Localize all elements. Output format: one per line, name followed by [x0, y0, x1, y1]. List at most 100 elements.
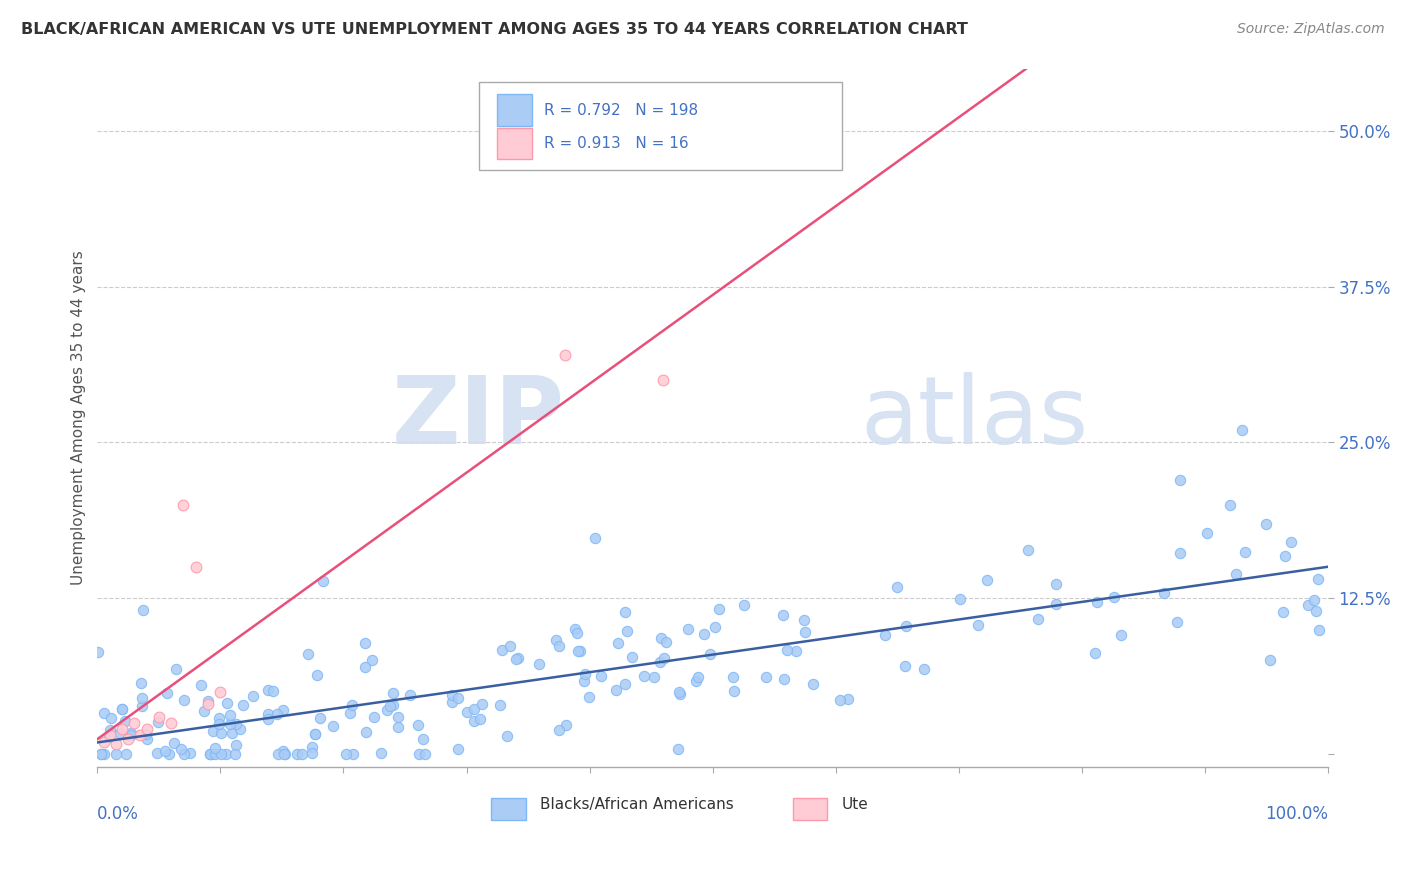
Text: Source: ZipAtlas.com: Source: ZipAtlas.com	[1237, 22, 1385, 37]
Point	[131, 699, 153, 714]
Point	[115, 747, 138, 761]
Point	[111, 702, 134, 716]
Point	[468, 712, 491, 726]
Text: R = 0.792   N = 198: R = 0.792 N = 198	[544, 103, 699, 118]
Point	[668, 685, 690, 699]
Y-axis label: Unemployment Among Ages 35 to 44 years: Unemployment Among Ages 35 to 44 years	[72, 250, 86, 585]
Point	[1168, 473, 1191, 487]
Point	[707, 602, 730, 616]
Point	[198, 747, 221, 761]
Point	[733, 598, 755, 612]
Point	[620, 649, 643, 664]
Point	[190, 677, 212, 691]
Point	[567, 625, 589, 640]
Point	[381, 686, 404, 700]
Point	[1225, 566, 1247, 581]
Point	[1153, 586, 1175, 600]
Point	[471, 697, 494, 711]
Point	[204, 747, 226, 761]
Point	[1274, 549, 1296, 563]
Point	[578, 690, 600, 704]
Point	[204, 740, 226, 755]
Point	[1258, 653, 1281, 667]
Point	[1109, 628, 1132, 642]
Point	[135, 731, 157, 746]
Text: R = 0.913   N = 16: R = 0.913 N = 16	[544, 136, 689, 152]
Point	[643, 670, 665, 684]
Point	[463, 702, 485, 716]
Point	[225, 717, 247, 731]
Point	[342, 747, 364, 761]
Point	[875, 628, 897, 642]
FancyBboxPatch shape	[479, 82, 842, 169]
Point	[704, 620, 727, 634]
Point	[408, 717, 430, 731]
Point	[1168, 546, 1191, 560]
Point	[886, 580, 908, 594]
Point	[242, 690, 264, 704]
Point	[129, 728, 152, 742]
Point	[301, 740, 323, 755]
Point	[90, 747, 112, 761]
Point	[572, 673, 595, 688]
Point	[776, 643, 799, 657]
Text: atlas: atlas	[860, 372, 1088, 464]
Point	[120, 728, 142, 742]
Point	[257, 712, 280, 726]
Point	[614, 677, 637, 691]
Point	[1084, 646, 1107, 660]
Point	[387, 720, 409, 734]
Point	[170, 742, 193, 756]
Point	[108, 726, 131, 740]
Point	[370, 746, 392, 760]
Point	[304, 726, 326, 740]
Point	[1308, 572, 1330, 586]
Point	[949, 591, 972, 606]
Point	[440, 695, 463, 709]
Point	[197, 698, 219, 712]
Point	[567, 644, 589, 658]
Point	[830, 692, 852, 706]
Point	[652, 650, 675, 665]
Point	[122, 715, 145, 730]
Bar	[498, 128, 531, 160]
Point	[146, 715, 169, 730]
Point	[413, 747, 436, 761]
Point	[489, 698, 512, 712]
Text: Blacks/African Americans: Blacks/African Americans	[540, 797, 734, 813]
Point	[339, 706, 361, 720]
Point	[165, 662, 187, 676]
Text: 0.0%: 0.0%	[97, 805, 139, 823]
Point	[699, 648, 721, 662]
Point	[219, 717, 242, 731]
Point	[218, 708, 240, 723]
Point	[98, 730, 121, 744]
Point	[361, 653, 384, 667]
Point	[1195, 526, 1218, 541]
Point	[837, 691, 859, 706]
Point	[111, 702, 134, 716]
Point	[547, 723, 569, 737]
Point	[202, 724, 225, 739]
Point	[114, 714, 136, 728]
Point	[87, 645, 110, 659]
Point	[408, 747, 430, 761]
Point	[387, 709, 409, 723]
Point	[1017, 543, 1039, 558]
Point	[354, 636, 377, 650]
Point	[93, 734, 115, 748]
Point	[912, 662, 935, 676]
Point	[267, 747, 290, 761]
Point	[613, 605, 636, 619]
Point	[495, 729, 517, 743]
Point	[215, 747, 238, 761]
Point	[363, 710, 385, 724]
Point	[291, 747, 314, 761]
Point	[173, 498, 195, 512]
Point	[193, 704, 215, 718]
Point	[93, 747, 115, 761]
Point	[232, 698, 254, 712]
Point	[98, 723, 121, 737]
Point	[605, 683, 627, 698]
Point	[285, 747, 308, 761]
